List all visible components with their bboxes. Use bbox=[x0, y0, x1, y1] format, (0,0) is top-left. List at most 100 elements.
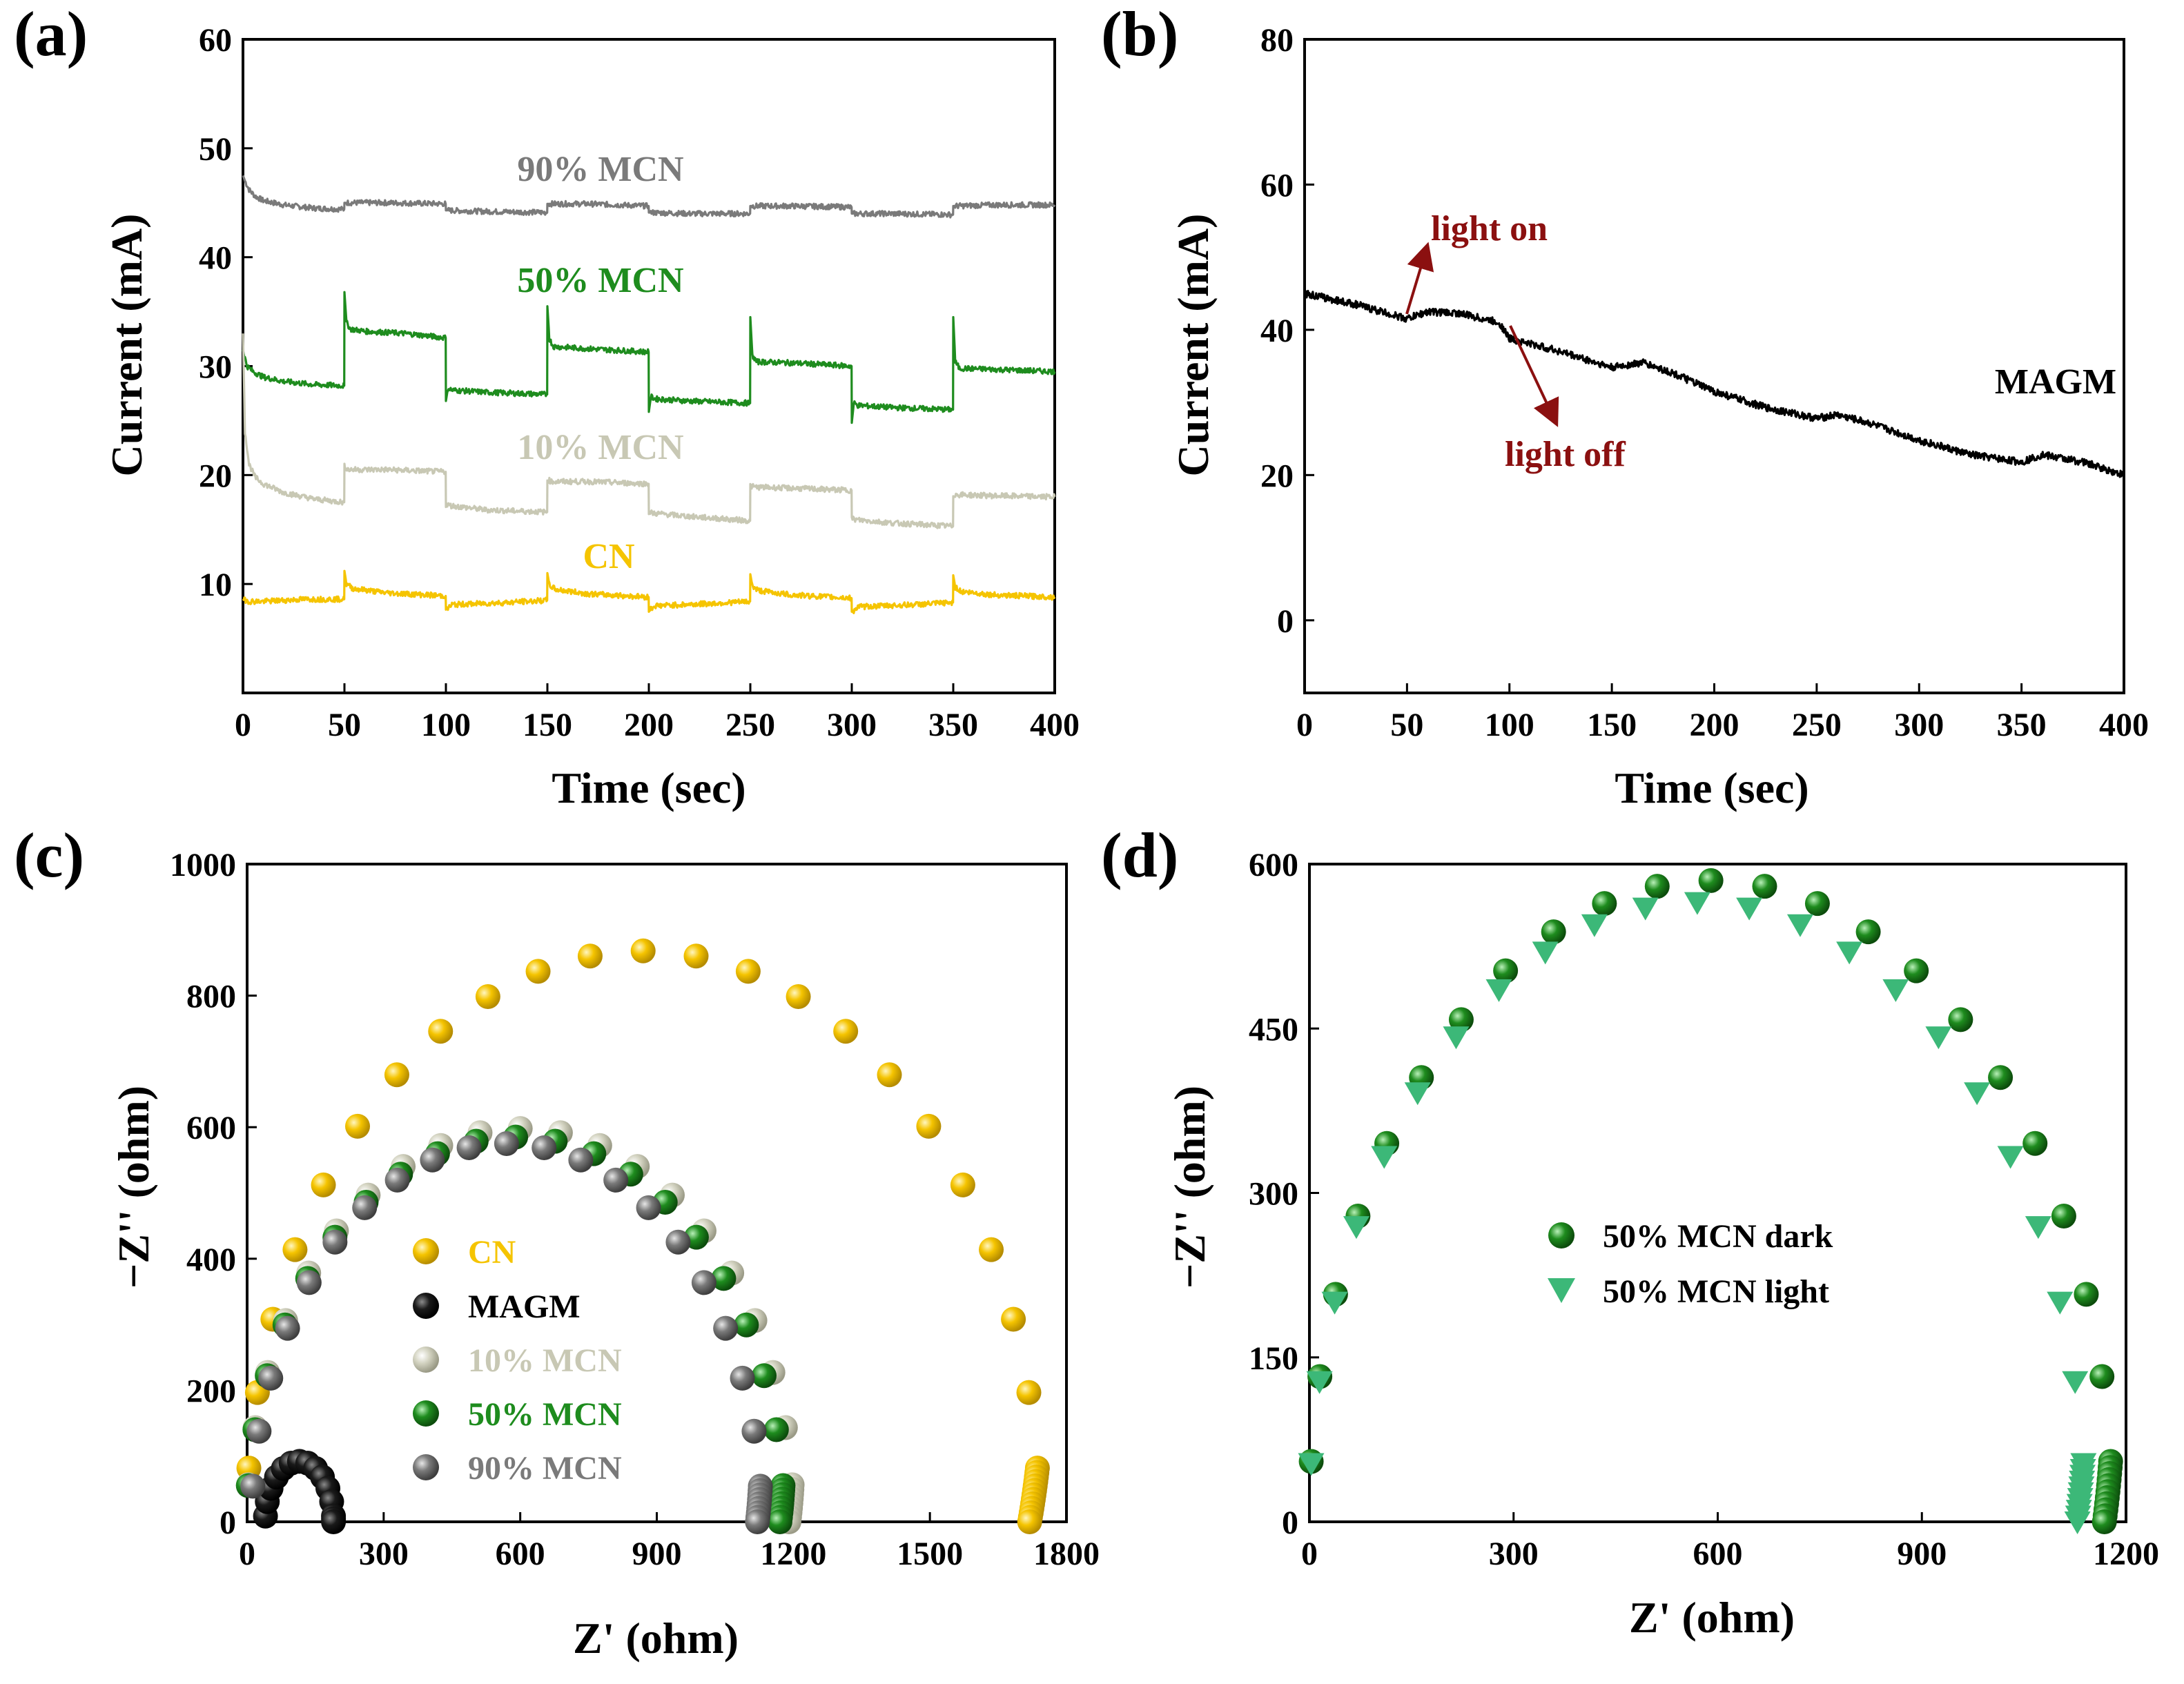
data-point-cn bbox=[577, 943, 603, 969]
legend-marker-90-mcn bbox=[413, 1454, 439, 1480]
x-axis-title-d: Z' (ohm) bbox=[1629, 1593, 1795, 1642]
data-point-cn bbox=[833, 1019, 859, 1044]
series-label-10-mcn: 10% MCN bbox=[517, 428, 683, 467]
y-axis-title-d: −Z'' (ohm) bbox=[1165, 1086, 1214, 1289]
x-tick-label-b: 300 bbox=[1894, 707, 1944, 743]
data-point-90-mcn bbox=[730, 1365, 755, 1391]
legend-label-90-mcn: 90% MCN bbox=[468, 1450, 622, 1487]
y-tick-label-a: 30 bbox=[199, 349, 232, 386]
x-tick-label-a: 350 bbox=[928, 707, 978, 743]
data-point-cn bbox=[282, 1237, 308, 1262]
arrow-light-on bbox=[1405, 242, 1434, 315]
y-tick-label-b: 0 bbox=[1277, 603, 1294, 640]
x-tick-label-a: 0 bbox=[235, 707, 251, 743]
legend-marker-magm bbox=[413, 1293, 439, 1319]
x-tick-label-c: 300 bbox=[359, 1536, 409, 1572]
x-tick-label-b: 350 bbox=[1997, 707, 2047, 743]
data-point-50-mcn-light bbox=[1736, 897, 1763, 921]
y-tick-label-b: 60 bbox=[1260, 167, 1294, 204]
x-tick-label-b: 400 bbox=[2099, 707, 2149, 743]
data-point-50-mcn-light bbox=[1485, 979, 1512, 1002]
y-tick-label-d: 150 bbox=[1249, 1340, 1298, 1377]
data-point-cn bbox=[311, 1172, 336, 1197]
data-point-50-mcn-light bbox=[1532, 941, 1559, 965]
data-point-50-mcn-light bbox=[2025, 1216, 2051, 1240]
legend-label-10-mcn: 10% MCN bbox=[468, 1342, 622, 1379]
x-tick-label-d: 600 bbox=[1693, 1536, 1743, 1572]
data-point-50-mcn-light bbox=[1321, 1291, 1348, 1315]
y-tick-label-a: 50 bbox=[199, 131, 232, 168]
data-point-50-mcn bbox=[734, 1312, 759, 1338]
data-point-cn bbox=[786, 983, 811, 1009]
data-point-50-mcn-dark bbox=[1493, 958, 1519, 983]
data-point-50-mcn-light bbox=[1684, 892, 1710, 915]
data-point-90-mcn bbox=[352, 1195, 378, 1220]
data-point-50-mcn-dark bbox=[1541, 919, 1566, 945]
data-point-50-mcn-light bbox=[1836, 941, 1863, 965]
y-tick-label-d: 600 bbox=[1249, 847, 1298, 883]
series-label-50-mcn: 50% MCN bbox=[517, 261, 683, 300]
data-point-50-mcn-light bbox=[1404, 1082, 1431, 1106]
x-axis-title-a: Time (sec) bbox=[552, 763, 745, 812]
data-point-50-mcn-dark bbox=[1592, 891, 1617, 917]
x-tick-label-a: 100 bbox=[421, 707, 471, 743]
arrow-light-off bbox=[1509, 325, 1559, 427]
y-tick-label-a: 10 bbox=[199, 567, 232, 603]
y-axis-title-c: −Z'' (ohm) bbox=[109, 1086, 158, 1289]
data-point-90-mcn bbox=[246, 1418, 272, 1444]
x-tick-label-b: 0 bbox=[1296, 707, 1313, 743]
data-point-50-mcn-dark bbox=[1804, 891, 1830, 917]
data-point-90-mcn bbox=[603, 1167, 629, 1193]
legend-marker-dark bbox=[1548, 1222, 1574, 1249]
data-point-50-mcn-light bbox=[1298, 1453, 1325, 1476]
data-point-90-mcn bbox=[494, 1131, 519, 1157]
data-point-90-mcn bbox=[741, 1418, 767, 1444]
series-line-90-mcn bbox=[242, 175, 1056, 219]
y-tick-label-c: 200 bbox=[186, 1373, 236, 1409]
y-tick-label-d: 450 bbox=[1249, 1011, 1298, 1048]
data-point-cn bbox=[428, 1019, 454, 1044]
y-tick-label-c: 0 bbox=[220, 1505, 236, 1541]
legend-d: 50% MCN dark 50% MCN light bbox=[1548, 1218, 1833, 1310]
data-point-90-mcn bbox=[240, 1474, 266, 1499]
legend-marker-light bbox=[1548, 1278, 1575, 1303]
data-point-50-mcn-light bbox=[1581, 914, 1608, 937]
panel-label-d: (d) bbox=[1101, 820, 1178, 890]
x-tick-label-d: 0 bbox=[1301, 1536, 1318, 1572]
x-tick-label-a: 200 bbox=[624, 707, 674, 743]
series-line-magm bbox=[1303, 289, 2125, 478]
panel-d: (d) 0 300 600 900 1200 0 150 300 450 600 Z' (ohm)… bbox=[1101, 820, 2159, 1642]
x-tick-label-d: 300 bbox=[1489, 1536, 1539, 1572]
x-tick-label-a: 50 bbox=[328, 707, 361, 743]
data-point-90-mcn bbox=[322, 1229, 348, 1255]
data-point-90-mcn bbox=[456, 1135, 482, 1160]
x-tick-label-b: 200 bbox=[1690, 707, 1739, 743]
data-point-50-mcn bbox=[763, 1417, 789, 1442]
data-point-cn bbox=[916, 1113, 942, 1139]
data-point-50-mcn-light bbox=[2062, 1371, 2089, 1394]
data-point-cn bbox=[1017, 1509, 1042, 1534]
y-tick-label-b: 80 bbox=[1260, 22, 1294, 59]
data-point-90-mcn bbox=[258, 1365, 284, 1391]
legend-marker-10-mcn bbox=[413, 1347, 439, 1373]
data-point-90-mcn bbox=[745, 1509, 770, 1534]
data-point-90-mcn bbox=[532, 1135, 557, 1160]
y-tick-label-c: 400 bbox=[186, 1242, 236, 1278]
data-point-cn bbox=[525, 959, 551, 984]
data-point-cn bbox=[1001, 1306, 1026, 1332]
data-point-50-mcn-dark bbox=[2051, 1204, 2076, 1229]
data-point-50-mcn-light bbox=[1882, 979, 1909, 1002]
data-point-50-mcn-light bbox=[1997, 1146, 2024, 1169]
y-tick-label-c: 1000 bbox=[170, 847, 236, 883]
data-point-90-mcn bbox=[420, 1147, 445, 1173]
y-tick-label-b: 40 bbox=[1260, 313, 1294, 349]
data-point-50-mcn-dark bbox=[1698, 868, 1724, 893]
legend-label-dark: 50% MCN dark bbox=[1603, 1218, 1833, 1255]
data-point-50-mcn-light bbox=[1343, 1216, 1369, 1240]
panel-label-c: (c) bbox=[14, 820, 84, 890]
series-line-10-mcn bbox=[242, 333, 1056, 529]
data-point-50-mcn-dark bbox=[2074, 1282, 2099, 1307]
x-tick-label-c: 900 bbox=[632, 1536, 682, 1572]
data-point-50-mcn-light bbox=[1371, 1146, 1398, 1169]
